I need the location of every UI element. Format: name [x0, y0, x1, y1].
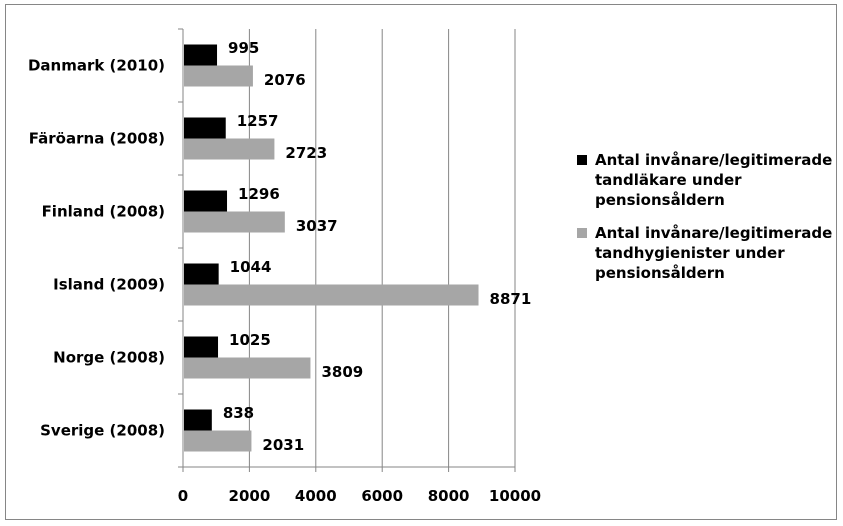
chart-frame: [5, 4, 837, 520]
bar-s0-5: [184, 409, 212, 431]
data-label-s1-4: 3809: [321, 363, 363, 381]
category-label-0: Danmark (2010): [28, 57, 165, 75]
bar-s1-1: [184, 138, 275, 160]
bar-s1-0: [184, 65, 253, 87]
data-label-s0-2: 1296: [238, 185, 280, 203]
x-tick-label-6000: 6000: [361, 487, 403, 505]
legend-label-dentists: Antal invånare/legitimerade tandläkare u…: [595, 151, 833, 209]
x-tick-label-4000: 4000: [295, 487, 337, 505]
legend-swatch-dentists: [577, 155, 587, 165]
data-label-s1-1: 2723: [285, 144, 327, 162]
x-tick-label-10000: 10000: [489, 487, 541, 505]
category-label-5: Sverige (2008): [40, 422, 165, 440]
data-label-s0-4: 1025: [229, 331, 271, 349]
x-tick-label-2000: 2000: [229, 487, 271, 505]
bar-s0-3: [184, 263, 219, 285]
x-tick-label-8000: 8000: [428, 487, 470, 505]
category-label-3: Island (2009): [53, 276, 165, 294]
category-label-4: Norge (2008): [53, 349, 165, 367]
bar-s0-4: [184, 336, 219, 358]
category-label-1: Färöarna (2008): [29, 130, 165, 148]
bar-s1-2: [184, 211, 285, 233]
bar-s1-5: [184, 430, 252, 452]
data-label-s0-0: 995: [228, 39, 259, 57]
bar-s0-0: [184, 44, 218, 66]
data-label-s1-2: 3037: [296, 217, 338, 235]
legend-item-hygienists: Antal invånare/legitimerade tandhygienis…: [577, 223, 837, 283]
legend-label-hygienists: Antal invånare/legitimerade tandhygienis…: [595, 224, 833, 282]
bar-s0-1: [184, 117, 226, 139]
data-label-s1-0: 2076: [264, 71, 306, 89]
data-label-s1-3: 8871: [490, 290, 532, 308]
data-label-s0-5: 838: [223, 404, 254, 422]
bar-s1-4: [184, 357, 311, 379]
bar-s1-3: [184, 284, 479, 306]
data-label-s0-1: 1257: [237, 112, 279, 130]
bar-s0-2: [184, 190, 228, 212]
legend: Antal invånare/legitimerade tandläkare u…: [577, 150, 837, 296]
legend-swatch-hygienists: [577, 228, 587, 238]
data-label-s1-5: 2031: [262, 436, 304, 454]
x-tick-label-0: 0: [178, 487, 188, 505]
data-label-s0-3: 1044: [230, 258, 272, 276]
legend-item-dentists: Antal invånare/legitimerade tandläkare u…: [577, 150, 837, 210]
category-label-2: Finland (2008): [42, 203, 165, 221]
